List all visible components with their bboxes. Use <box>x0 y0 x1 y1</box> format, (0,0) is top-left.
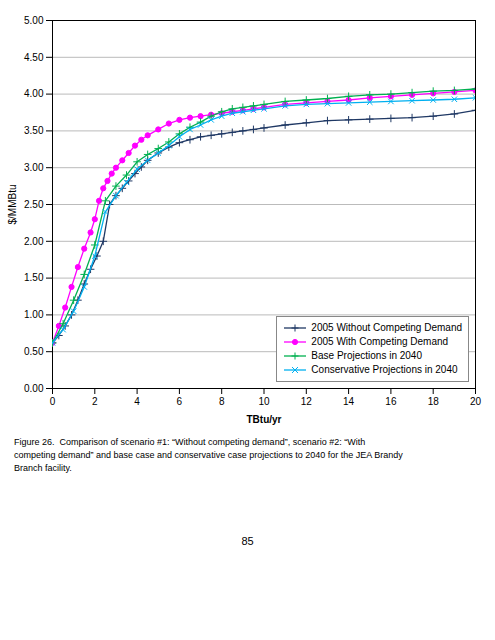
svg-text:5.00: 5.00 <box>24 15 44 26</box>
svg-text:1.50: 1.50 <box>24 272 44 283</box>
html-text:Base Projections in 2040: Base Projections in 2040 <box>311 350 422 361</box>
svg-text:8: 8 <box>219 396 225 407</box>
html-text:Branch facility.: Branch facility. <box>14 463 72 473</box>
html-text:2005 With Competing Demand: 2005 With Competing Demand <box>311 336 449 347</box>
svg-text:6: 6 <box>177 396 183 407</box>
svg-text:12: 12 <box>301 396 313 407</box>
svg-text:4.00: 4.00 <box>24 88 44 99</box>
svg-text:16: 16 <box>385 396 397 407</box>
svg-text:3.50: 3.50 <box>24 125 44 136</box>
svg-text:2: 2 <box>92 396 98 407</box>
svg-text:18: 18 <box>428 396 440 407</box>
html-text:Conservative Projections in 20: Conservative Projections in 2040 <box>311 364 458 375</box>
svg-text:1.00: 1.00 <box>24 309 44 320</box>
html-text:2005 Without Competing Demand: 2005 Without Competing Demand <box>311 322 462 333</box>
svg-text:0.00: 0.00 <box>24 383 44 394</box>
svg-text:$/MMBtu: $/MMBtu <box>7 184 18 224</box>
svg-text:0: 0 <box>50 396 56 407</box>
svg-text:20: 20 <box>470 396 482 407</box>
html-text:85: 85 <box>241 535 254 547</box>
html-text:competing demand” and base cas: competing demand” and base case and cons… <box>14 450 403 460</box>
svg-text:3.00: 3.00 <box>24 162 44 173</box>
svg-text:4: 4 <box>134 396 140 407</box>
svg-text:4.50: 4.50 <box>24 52 44 63</box>
svg-text:10: 10 <box>258 396 270 407</box>
svg-text:2.00: 2.00 <box>24 236 44 247</box>
svg-text:2.50: 2.50 <box>24 199 44 210</box>
svg-text:TBtu/yr: TBtu/yr <box>247 414 282 425</box>
svg-text:14: 14 <box>343 396 355 407</box>
html-text:Figure 26. Comparison of scena: Figure 26. Comparison of scenario #1: “W… <box>14 437 366 447</box>
svg-text:0.50: 0.50 <box>24 346 44 357</box>
